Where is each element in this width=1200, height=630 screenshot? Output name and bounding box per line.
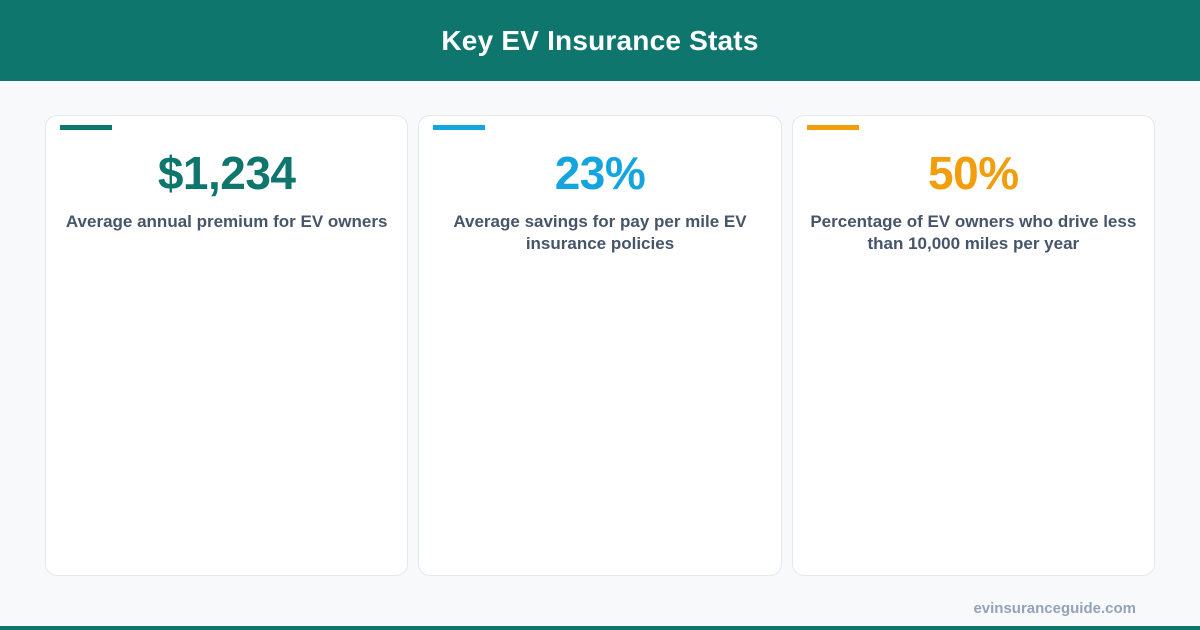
site-url: evinsuranceguide.com [973,600,1136,617]
stat-value: 23% [554,147,646,199]
stat-value: 50% [928,147,1019,199]
stat-description: Average savings for pay per mile EV insu… [453,212,747,253]
stat-value: $1,234 [157,147,296,199]
page-title: Key EV Insurance Stats [441,24,759,56]
stat-card-savings: 23% Average savings for pay per mile EV … [418,115,782,576]
stat-cards: $1,234 Average annual premium for EV own… [45,115,1155,576]
stat-description: Average annual premium for EV owners [65,212,388,231]
stat-description: Percentage of EV owners who drive less t… [810,212,1137,253]
card-accent-bar [433,125,486,130]
card-accent-bar [806,125,859,130]
bottom-accent-bar [0,626,1200,630]
header-banner: Key EV Insurance Stats [0,0,1200,81]
card-accent-bar [60,125,112,130]
stat-card-mileage: 50% Percentage of EV owners who drive le… [791,115,1155,576]
stat-card-premium: $1,234 Average annual premium for EV own… [45,115,409,576]
